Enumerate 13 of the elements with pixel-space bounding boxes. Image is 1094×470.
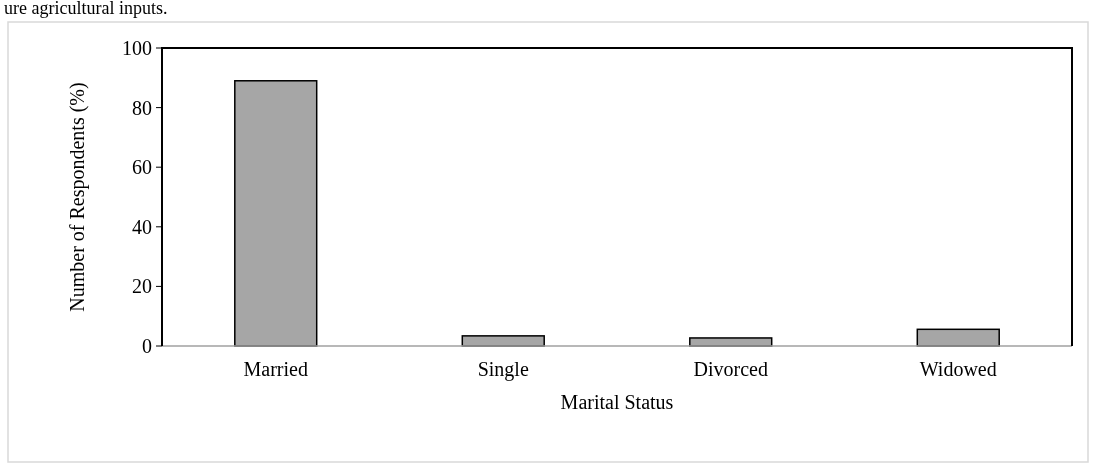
x-tick-label: Married (243, 358, 308, 380)
x-tick-label: Single (477, 358, 529, 381)
y-tick-label: 60 (132, 156, 152, 179)
x-axis-title: Marital Status (560, 391, 674, 413)
x-tick-label: Divorced (693, 358, 768, 380)
y-tick-label: 80 (132, 96, 152, 119)
text: ure agricultural inputs. (4, 0, 168, 18)
x-tick-label: Widowed (919, 358, 997, 380)
y-tick-label: 40 (132, 215, 152, 238)
y-tick-label: 0 (142, 335, 152, 357)
y-tick-label: 20 (132, 275, 152, 298)
y-axis-title: Number of Respondents (%) (66, 82, 89, 312)
y-tick-label: 100 (122, 37, 152, 59)
